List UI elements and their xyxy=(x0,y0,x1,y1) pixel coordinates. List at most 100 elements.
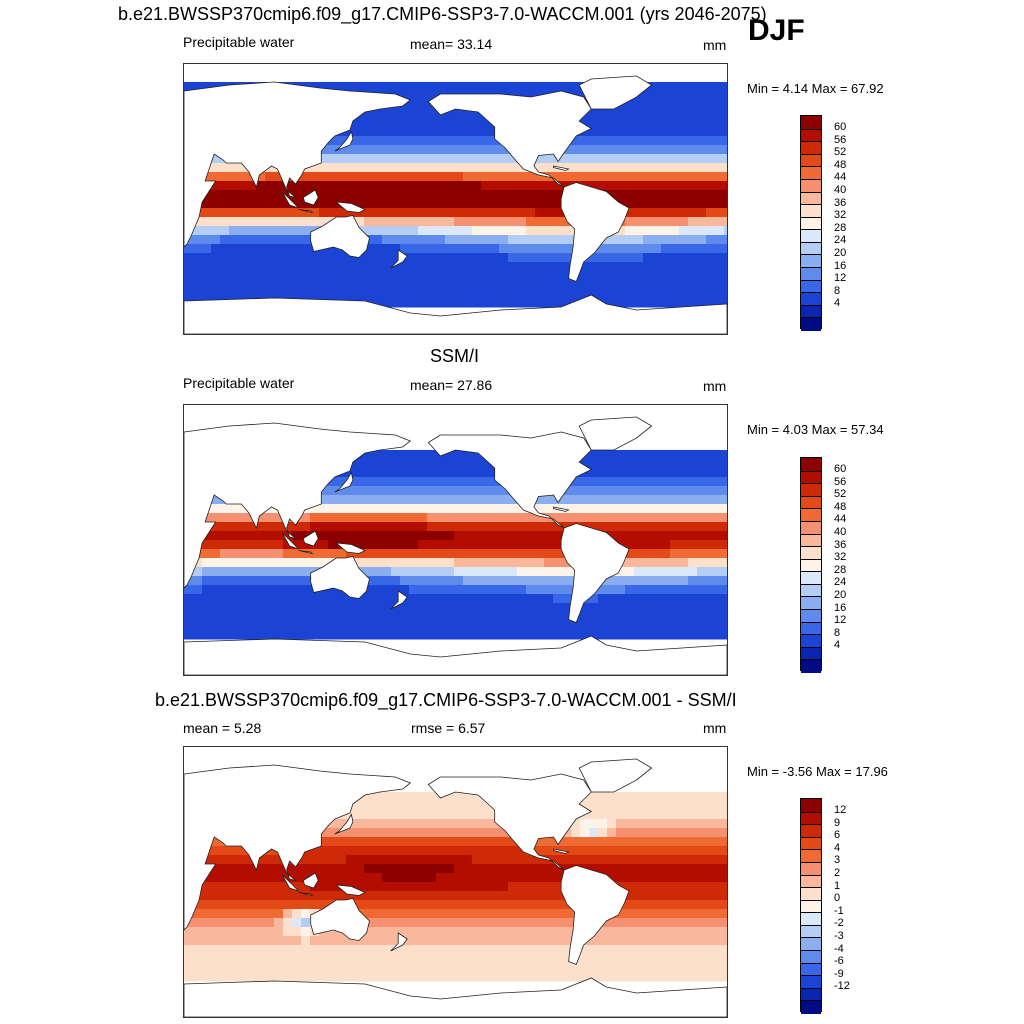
colorbar-tick-label: 32 xyxy=(834,209,847,222)
colorbar-swatch xyxy=(801,241,821,256)
colorbar-swatch xyxy=(801,824,821,838)
colorbar-swatch xyxy=(801,470,821,485)
colorbar-swatch xyxy=(801,950,821,964)
colorbar-swatch xyxy=(801,153,821,168)
colorbar-swatch xyxy=(801,987,821,1002)
panel-3-units-label: mm xyxy=(703,720,727,736)
colorbar-tick-label: 16 xyxy=(834,601,847,614)
coastlines xyxy=(184,758,727,1017)
colorbar-swatch xyxy=(801,621,821,636)
colorbar-swatch xyxy=(801,583,821,598)
colorbar-swatch xyxy=(801,191,821,206)
colorbar-tick-label: 12 xyxy=(834,804,847,817)
colorbar-swatch xyxy=(801,861,821,876)
colorbar-swatch xyxy=(801,912,821,926)
colorbar-tick-label: 16 xyxy=(834,259,847,272)
colorbar-tick-label: 4 xyxy=(834,297,841,310)
colorbar-tick-label: 56 xyxy=(834,475,847,488)
colorbar-swatch xyxy=(801,874,821,889)
colorbar-swatch xyxy=(801,571,821,585)
colorbar-tick-label: -1 xyxy=(834,904,844,917)
colorbar-tick-label: 12 xyxy=(834,614,847,627)
colorbar-tick-label: 56 xyxy=(834,133,847,146)
colorbar-swatch xyxy=(801,178,821,193)
colorbar-tick-label: 44 xyxy=(834,513,847,526)
colorbar-tick-label: -9 xyxy=(834,967,844,980)
colorbar-tick-label: 3 xyxy=(834,854,841,867)
colorbar-swatch xyxy=(801,508,821,522)
colorbar-tick-label: 52 xyxy=(834,146,847,159)
colorbar-swatch xyxy=(801,229,821,243)
colorbar-swatch xyxy=(801,899,821,914)
colorbar-swatch xyxy=(801,634,821,648)
panel-1-minmax: Min = 4.14 Max = 67.92 xyxy=(747,81,884,96)
colorbar-tick-label: 48 xyxy=(834,158,847,171)
colorbar-swatch xyxy=(801,216,821,231)
colorbar-swatch xyxy=(801,546,821,560)
colorbar-swatch xyxy=(801,141,821,155)
colorbar-swatch xyxy=(801,811,821,826)
colorbar-swatch xyxy=(801,495,821,510)
colorbar-swatch xyxy=(801,924,821,939)
colorbar-swatch xyxy=(801,849,821,863)
coastlines xyxy=(184,75,727,334)
colorbar-tick-label: 32 xyxy=(834,551,847,564)
colorbar-swatch xyxy=(801,887,821,901)
panel-2-mean-label: mean= 27.86 xyxy=(410,377,493,393)
colorbar-swatch xyxy=(801,962,821,977)
colorbar-tick-label: 28 xyxy=(834,563,847,576)
colorbar-tick-label: 60 xyxy=(834,463,847,476)
colorbar-swatch xyxy=(801,304,821,319)
colorbar-swatch xyxy=(801,937,821,952)
colorbar-tick-label: 20 xyxy=(834,588,847,601)
colorbar-tick-label: 48 xyxy=(834,500,847,513)
panel-2-map xyxy=(183,404,728,676)
panel-1-map xyxy=(183,63,728,335)
colorbar-swatch xyxy=(801,533,821,548)
colorbar-tick-label: 40 xyxy=(834,526,847,539)
colorbar-swatch xyxy=(801,659,821,673)
colorbar-swatch xyxy=(801,267,821,281)
panel-2-colorbar: 60 56 52 48 44 40 36 32 28 24 20 16 12 8 4 xyxy=(800,457,860,673)
colorbar-tick-label: 20 xyxy=(834,246,847,259)
colorbar-tick-label: -2 xyxy=(834,917,844,930)
colorbar-swatch xyxy=(801,520,821,535)
colorbar-tick-label: 60 xyxy=(834,121,847,134)
colorbar-tick-label: 4 xyxy=(834,639,841,652)
colorbar-tick-label: 9 xyxy=(834,816,841,829)
panel-1-variable-label: Precipitable water xyxy=(183,34,295,50)
colorbar-tick-label: 4 xyxy=(834,841,841,854)
colorbar-tick-label: 52 xyxy=(834,488,847,501)
colorbar-swatch xyxy=(801,254,821,269)
panel-2-title: SSM/I xyxy=(430,346,480,366)
colorbar-tick-label: 1 xyxy=(834,879,841,892)
colorbar-tick-label: -3 xyxy=(834,929,844,942)
panel-3-colorbar: 12 9 6 4 3 2 1 0 -1 -2 -3 -4 -6 -9 -12 xyxy=(800,798,860,1014)
colorbar-boxes xyxy=(800,115,822,331)
colorbar-tick-label: 12 xyxy=(834,272,847,285)
colorbar-swatch xyxy=(801,166,821,180)
panel-3-rmse-label: rmse = 6.57 xyxy=(411,720,486,736)
panel-1-title: b.e21.BWSSP370cmip6.f09_g17.CMIP6-SSP3-7… xyxy=(118,4,767,24)
colorbar-tick-label: 36 xyxy=(834,196,847,209)
panel-1-units-label: mm xyxy=(703,37,727,53)
colorbar-tick-label: 2 xyxy=(834,867,841,880)
panel-3-mean-label: mean = 5.28 xyxy=(183,720,262,736)
panel-2-variable-label: Precipitable water xyxy=(183,375,295,391)
colorbar-swatch xyxy=(801,279,821,294)
panel-2-units-label: mm xyxy=(703,378,727,394)
colorbar-swatch xyxy=(801,317,821,331)
colorbar-swatch xyxy=(801,646,821,661)
colorbar-tick-label: 36 xyxy=(834,538,847,551)
panel-3-minmax: Min = -3.56 Max = 17.96 xyxy=(747,764,888,779)
panel-3-title: b.e21.BWSSP370cmip6.f09_g17.CMIP6-SSP3-7… xyxy=(155,690,737,710)
colorbar-swatch xyxy=(801,975,821,989)
colorbar-swatch xyxy=(801,558,821,573)
panel-3-map xyxy=(183,746,728,1018)
colorbar-tick-label: 24 xyxy=(834,576,847,589)
colorbar-swatch xyxy=(801,836,821,851)
colorbar-tick-label: 0 xyxy=(834,892,841,905)
colorbar-boxes xyxy=(800,457,822,673)
coastlines xyxy=(184,416,727,675)
colorbar-swatch xyxy=(801,204,821,218)
